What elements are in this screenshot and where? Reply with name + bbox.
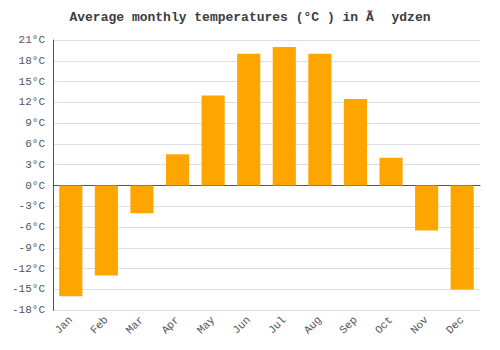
svg-text:12°C: 12°C [19,96,46,108]
svg-text:-12°C: -12°C [12,263,45,275]
svg-text:21°C: 21°C [19,34,46,46]
svg-text:-18°C: -18°C [12,304,45,316]
svg-text:Feb: Feb [88,314,110,336]
svg-text:0°C: 0°C [25,180,45,192]
svg-text:Dec: Dec [444,314,466,336]
svg-text:6°C: 6°C [25,138,45,150]
svg-text:Jul: Jul [266,314,288,336]
svg-text:Apr: Apr [159,314,181,336]
svg-text:Aug: Aug [302,314,324,336]
svg-text:Sep: Sep [337,314,359,336]
svg-text:-3°C: -3°C [19,200,46,212]
svg-text:Mar: Mar [124,314,146,336]
svg-text:Jun: Jun [230,314,252,336]
svg-text:May: May [195,314,218,337]
svg-text:Oct: Oct [373,314,395,336]
svg-text:3°C: 3°C [25,159,45,171]
svg-text:Jan: Jan [53,314,75,336]
svg-text:-15°C: -15°C [12,283,45,295]
svg-text:Average monthly temperatures (: Average monthly temperatures (°C ) in Ã… [69,10,430,25]
svg-text:15°C: 15°C [19,76,46,88]
svg-text:9°C: 9°C [25,117,45,129]
svg-text:18°C: 18°C [19,55,46,67]
svg-text:-6°C: -6°C [19,221,46,233]
svg-text:Nov: Nov [408,314,431,337]
svg-text:-9°C: -9°C [19,242,46,254]
